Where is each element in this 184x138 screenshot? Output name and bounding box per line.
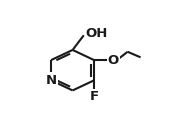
Text: N: N — [46, 74, 57, 87]
Text: F: F — [89, 90, 99, 103]
Text: O: O — [108, 54, 119, 67]
Text: OH: OH — [86, 27, 108, 40]
